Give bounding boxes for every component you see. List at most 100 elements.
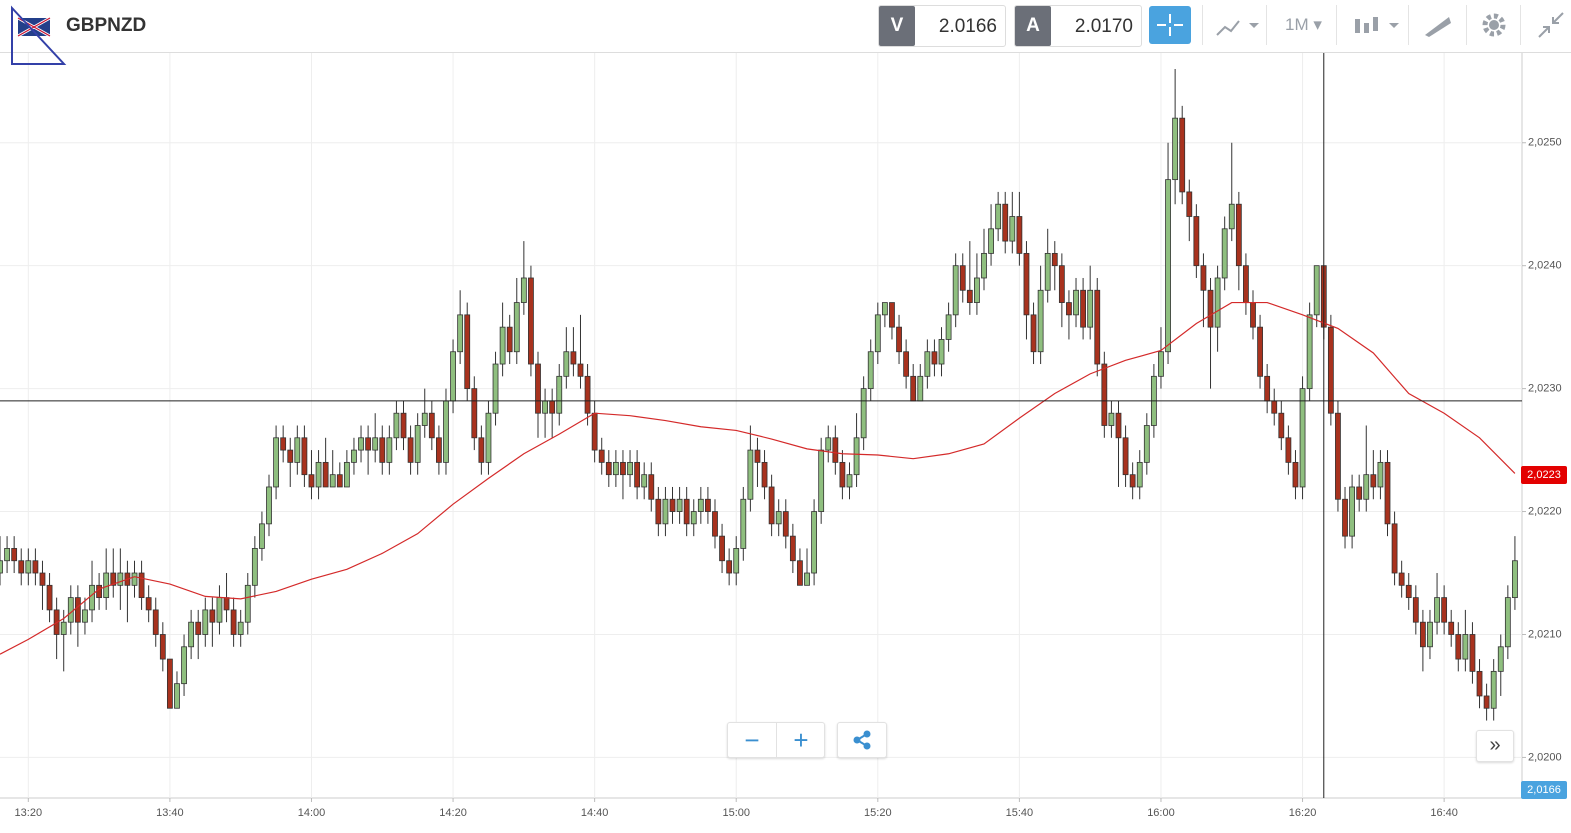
candle-body: [216, 597, 223, 623]
share-button[interactable]: [837, 722, 887, 758]
candle-body: [1412, 597, 1419, 623]
candle-body: [145, 597, 152, 611]
candle-body: [138, 572, 145, 599]
candle-body: [952, 265, 959, 316]
candle-body: [1108, 412, 1115, 426]
candle-body: [662, 498, 669, 525]
zoom-controls: − +: [727, 722, 825, 758]
candle-body: [1136, 461, 1143, 488]
candle-body: [1200, 265, 1207, 291]
collapse-button[interactable]: [1520, 5, 1571, 45]
candle-body: [1115, 412, 1122, 439]
candle-body: [1434, 597, 1440, 623]
crosshair-button[interactable]: [1149, 6, 1191, 44]
candle-body: [1122, 437, 1129, 476]
zoom-out-button[interactable]: −: [744, 725, 760, 755]
bid-box[interactable]: V 2.0166: [878, 5, 1006, 47]
candle-body: [1214, 277, 1221, 328]
candle-body: [1243, 265, 1249, 303]
candle-body: [634, 461, 641, 488]
candle-body: [89, 584, 95, 611]
symbol: GBPNZD: [66, 15, 147, 36]
y-tick-label: 2,0230: [1528, 383, 1562, 395]
candle-body: [931, 351, 938, 365]
header: GBPNZD V 2.0166 A 2.0170 1M ▾: [0, 0, 1571, 65]
candle-body: [981, 252, 987, 279]
candle-body: [655, 498, 662, 525]
candle-body: [570, 351, 577, 365]
candle-body: [924, 351, 931, 377]
candle-body: [32, 560, 39, 574]
candle-body: [266, 486, 272, 525]
icon: [1482, 13, 1506, 37]
scroll-end-button[interactable]: »: [1476, 730, 1514, 762]
candle-body: [712, 511, 718, 537]
timeframe-button[interactable]: 1M ▾: [1266, 5, 1336, 45]
candle-body: [1044, 252, 1051, 291]
candle-body: [1221, 228, 1228, 279]
candle-body: [11, 548, 18, 562]
candle-body: [436, 437, 442, 463]
y-tick-label: 2,0220: [1528, 505, 1562, 517]
candle-body: [0, 560, 3, 574]
candle-body: [244, 584, 251, 623]
candle-body: [1384, 461, 1391, 525]
candle-body: [195, 621, 202, 635]
chart-type-button[interactable]: [1202, 5, 1267, 45]
candle-body: [1016, 216, 1023, 254]
candle-body: [535, 363, 541, 414]
y-tick-label: 2,0210: [1528, 628, 1562, 640]
candle-body: [768, 486, 775, 525]
candle-body: [1512, 560, 1518, 599]
candle-body: [1080, 289, 1086, 328]
candle-body: [492, 363, 499, 414]
settings-button[interactable]: [1466, 5, 1521, 45]
candle-body: [343, 461, 350, 488]
x-tick-label: 16:40: [1430, 807, 1458, 819]
ask-box[interactable]: A 2.0170: [1014, 5, 1142, 47]
candle-body: [1313, 265, 1320, 316]
candle-body: [1129, 474, 1136, 488]
candle-body: [867, 351, 874, 390]
candle-button[interactable]: [1336, 5, 1409, 45]
candle-body: [1158, 351, 1164, 377]
candle-body: [82, 609, 88, 623]
candle-body: [577, 363, 584, 377]
flag-icon: [11, 5, 67, 65]
x-tick-label: 14:20: [439, 807, 467, 819]
candle-body: [485, 412, 492, 463]
candle-body: [457, 314, 464, 353]
candle-body: [117, 572, 124, 586]
candle-body: [308, 474, 315, 488]
candle-body: [400, 412, 407, 439]
candle-body: [280, 437, 287, 451]
candle-body: [1419, 621, 1426, 648]
candle-body: [202, 609, 209, 635]
candle-body: [520, 277, 527, 303]
candle-body: [230, 609, 237, 635]
candle-body: [443, 400, 449, 463]
candle-body: [131, 572, 138, 586]
candle-body: [846, 474, 853, 488]
candle-body: [528, 277, 534, 365]
candle-body: [1490, 670, 1497, 709]
candle-body: [1002, 203, 1009, 242]
x-tick-label: 14:40: [581, 807, 609, 819]
candle-body: [315, 461, 322, 488]
candle-body: [775, 511, 782, 525]
candle-body: [556, 375, 563, 414]
draw-button[interactable]: [1408, 5, 1467, 45]
candle-body: [1179, 117, 1186, 193]
candle-body: [1250, 302, 1256, 328]
candle-body: [719, 535, 725, 562]
candle-body: [1285, 437, 1292, 463]
bid-price: 2.0166: [938, 16, 997, 37]
zoom-in-button[interactable]: +: [776, 723, 825, 757]
candle-body: [1278, 412, 1285, 439]
candle-body: [351, 449, 357, 463]
candle-body: [251, 548, 258, 586]
candle-body: [152, 609, 159, 635]
candle-body: [1377, 461, 1384, 488]
candle-body: [1398, 572, 1405, 586]
